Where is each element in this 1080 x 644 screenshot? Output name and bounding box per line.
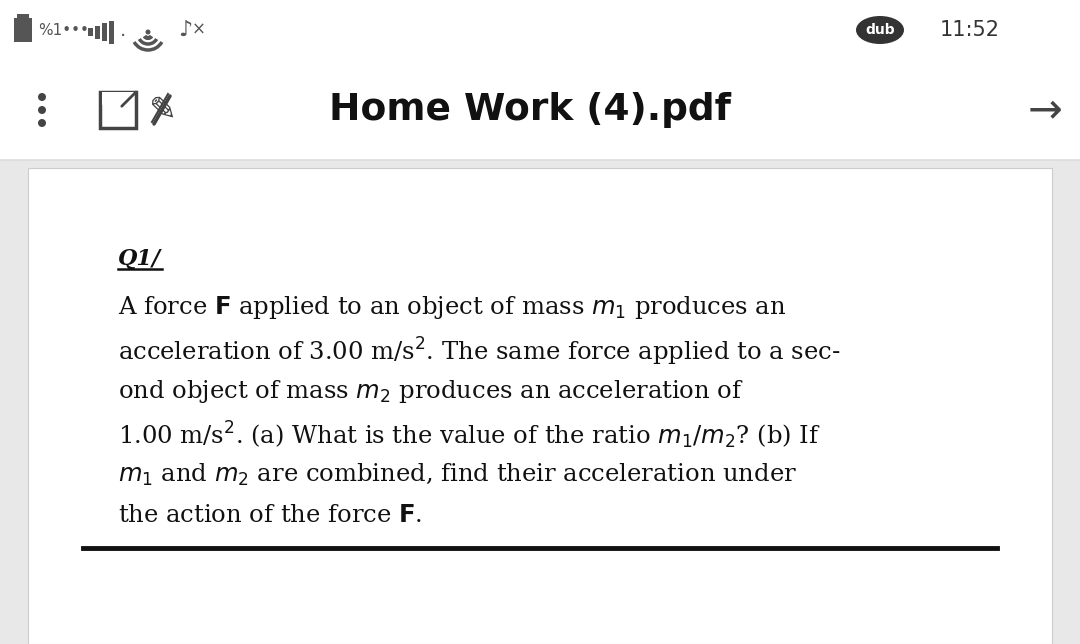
Circle shape [38, 106, 46, 114]
Text: dub: dub [865, 23, 895, 37]
Text: .: . [120, 21, 126, 39]
Text: ♪: ♪ [178, 20, 192, 40]
Circle shape [38, 93, 46, 101]
Text: ond object of mass $m_2$ produces an acceleration of: ond object of mass $m_2$ produces an acc… [118, 378, 744, 405]
Circle shape [38, 119, 46, 127]
Bar [87, 28, 93, 36]
Text: 11:52: 11:52 [940, 20, 1000, 40]
Bar [0, 160, 1080, 644]
Text: →: → [1027, 89, 1063, 131]
Circle shape [146, 30, 150, 35]
Bar [17, 14, 29, 18]
Text: %1•••: %1••• [38, 23, 89, 37]
Ellipse shape [856, 16, 904, 44]
Bar [102, 23, 107, 41]
Bar [14, 18, 32, 42]
Bar [102, 92, 134, 104]
Text: acceleration of 3.00 m/s$^2$. The same force applied to a sec-: acceleration of 3.00 m/s$^2$. The same f… [118, 336, 840, 368]
Bar [109, 21, 114, 44]
Bar [28, 168, 1052, 644]
Text: 1.00 m/s$^2$. (a) What is the value of the ratio $m_1/m_2$? (b) If: 1.00 m/s$^2$. (a) What is the value of t… [118, 420, 821, 451]
Text: Q1/: Q1/ [118, 248, 161, 270]
Text: ✎: ✎ [148, 93, 176, 126]
Text: ×: × [192, 21, 206, 39]
Text: the action of the force $\mathbf{F}$.: the action of the force $\mathbf{F}$. [118, 504, 422, 527]
Bar [0, 0, 1080, 60]
Text: A force $\mathbf{F}$ applied to an object of mass $m_1$ produces an: A force $\mathbf{F}$ applied to an objec… [118, 294, 786, 321]
Bar [0, 60, 1080, 160]
Text: $m_1$ and $m_2$ are combined, find their acceleration under: $m_1$ and $m_2$ are combined, find their… [118, 462, 797, 488]
Text: Home Work (4).pdf: Home Work (4).pdf [329, 92, 731, 128]
Bar [95, 26, 100, 39]
